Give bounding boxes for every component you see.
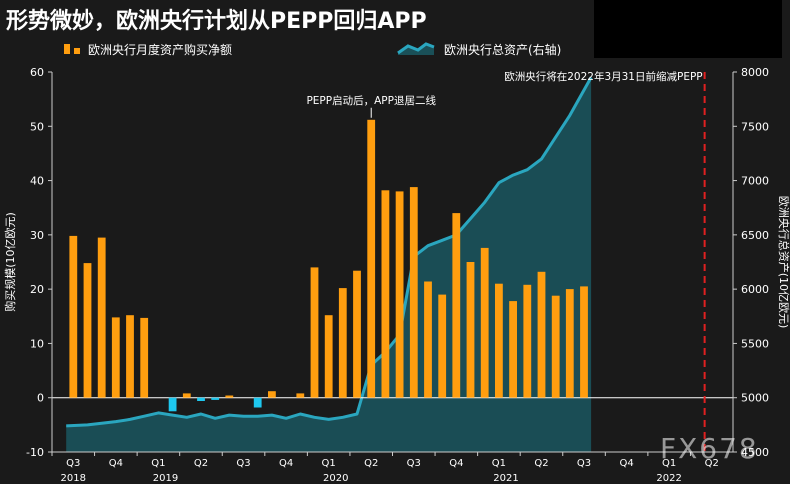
quarter-label: Q1 xyxy=(662,458,676,469)
right-tick-label: 8000 xyxy=(741,66,769,79)
year-label: 2020 xyxy=(323,473,348,484)
year-label: 2022 xyxy=(656,473,681,484)
bar-2021-02 xyxy=(509,301,517,398)
bar-2018-12 xyxy=(140,317,149,398)
quarter-label: Q3 xyxy=(577,458,591,469)
legend-bar-icon xyxy=(64,44,80,54)
bar-2020-10 xyxy=(452,213,461,398)
right-tick-label: 4500 xyxy=(741,446,769,459)
annotation-pepp-taper: 欧洲央行将在2022年3月31日前缩减PEPP xyxy=(504,70,702,83)
bar-2021-04 xyxy=(537,271,546,398)
bar-2020-11 xyxy=(466,262,475,398)
quarter-label: Q2 xyxy=(534,458,548,469)
quarter-label: Q4 xyxy=(109,458,123,469)
right-tick-label: 5000 xyxy=(741,392,769,405)
left-tick-label: 50 xyxy=(30,120,44,133)
quarter-label: Q1 xyxy=(492,458,506,469)
watermark: FX678 xyxy=(660,432,759,465)
bar-2020-09 xyxy=(438,294,447,398)
bar-2020-01 xyxy=(324,315,333,398)
quarter-label: Q1 xyxy=(322,458,336,469)
right-tick-label: 5500 xyxy=(741,337,769,350)
legend-area: 欧洲央行总资产(右轴) xyxy=(396,40,561,58)
bar-2021-05 xyxy=(551,295,560,398)
quarter-label: Q1 xyxy=(151,458,165,469)
quarter-label: Q3 xyxy=(407,458,421,469)
bar-2019-08 xyxy=(253,397,262,408)
left-tick-label: 40 xyxy=(30,175,44,188)
annotation-pepp-launch: PEPP启动后，APP退居二线 xyxy=(306,94,436,107)
legend-area-label: 欧洲央行总资产(右轴) xyxy=(444,42,562,57)
bar-2019-12 xyxy=(310,267,319,398)
legend-area-icon xyxy=(396,41,436,58)
left-axis-title: 购买规模(10亿欧元) xyxy=(3,212,17,312)
bar-2018-10 xyxy=(111,317,120,398)
year-label: 2019 xyxy=(153,473,178,484)
bar-2021-01 xyxy=(495,283,503,398)
quarter-label: Q2 xyxy=(194,458,208,469)
chart-title: 形势微妙，欧洲央行计划从PEPP回归APP xyxy=(6,9,427,34)
bar-2020-02 xyxy=(338,288,347,398)
left-tick-label: -10 xyxy=(26,446,44,459)
quarter-label: Q3 xyxy=(66,458,80,469)
legend-bars-label: 欧洲央行月度资产购买净额 xyxy=(88,42,233,57)
quarter-label: Q2 xyxy=(364,458,378,469)
bar-2019-05 xyxy=(211,397,220,400)
quarter-label: Q4 xyxy=(449,458,463,469)
bar-2018-08 xyxy=(83,263,92,398)
right-tick-label: 6500 xyxy=(741,229,769,242)
left-tick-label: 60 xyxy=(30,66,44,79)
logo-placeholder xyxy=(594,0,782,58)
bar-2020-08 xyxy=(424,281,432,398)
left-tick-label: 0 xyxy=(37,392,44,405)
bar-2021-07 xyxy=(580,286,588,398)
left-tick-label: 10 xyxy=(30,337,44,350)
bar-2020-12 xyxy=(480,247,489,398)
bar-2019-04 xyxy=(197,397,205,401)
bar-2018-09 xyxy=(97,237,106,398)
right-axis-title: 欧洲央行总资产(10亿欧元) xyxy=(777,196,790,329)
right-tick-label: 6000 xyxy=(741,283,769,296)
bar-2018-11 xyxy=(126,315,134,398)
bar-2018-07 xyxy=(69,235,78,398)
bar-2019-09 xyxy=(268,391,276,398)
right-tick-label: 7500 xyxy=(741,120,769,133)
bar-2020-03 xyxy=(353,270,361,398)
quarter-label: Q2 xyxy=(705,458,719,469)
left-tick-label: 20 xyxy=(30,283,44,296)
quarter-label: Q4 xyxy=(279,458,293,469)
legend-bars: 欧洲央行月度资产购买净额 xyxy=(64,40,232,58)
bar-2021-03 xyxy=(523,284,532,398)
quarter-label: Q4 xyxy=(619,458,633,469)
bar-2020-05 xyxy=(381,190,390,398)
year-label: 2021 xyxy=(493,473,518,484)
bar-2019-11 xyxy=(296,393,305,398)
bar-2020-04 xyxy=(367,119,376,398)
year-label: 2018 xyxy=(61,473,86,484)
right-tick-label: 7000 xyxy=(741,175,769,188)
bar-2021-06 xyxy=(565,289,574,398)
bar-2019-02 xyxy=(168,397,177,412)
bar-2019-03 xyxy=(182,393,191,398)
quarter-label: Q3 xyxy=(236,458,250,469)
bar-2020-07 xyxy=(409,187,418,398)
bar-2020-06 xyxy=(395,191,404,398)
left-tick-label: 30 xyxy=(30,229,44,242)
total-assets-line xyxy=(66,76,593,428)
bar-2019-06 xyxy=(225,395,234,398)
